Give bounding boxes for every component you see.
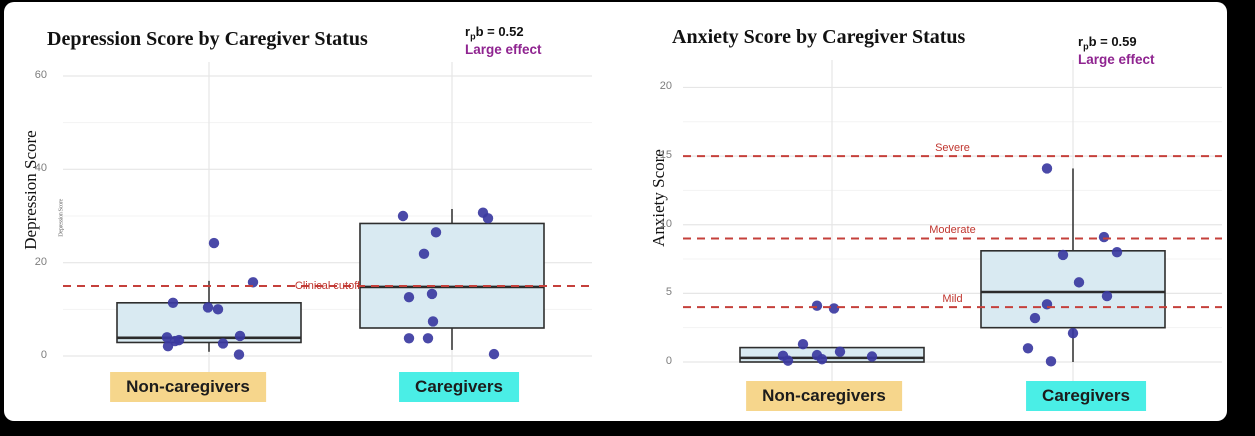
jitter-point-0-1-3 — [430, 227, 442, 238]
jitter-point-0-0-0 — [208, 237, 220, 249]
effect-stat-stat_sub: p — [1083, 41, 1089, 52]
jitter-point-0-0-6 — [161, 332, 173, 343]
box-1-1 — [980, 250, 1166, 329]
jitter-point-1-1-8 — [1067, 327, 1079, 339]
y-tick-label-1-10: 10 — [659, 217, 672, 230]
jitter-point-0-1-4 — [418, 248, 430, 259]
jitter-point-1-1-5 — [1101, 290, 1113, 302]
jitter-point-1-1-1 — [1098, 231, 1110, 243]
effect-magnitude-label-0: Large effect — [465, 41, 542, 57]
jitter-point-0-0-5 — [234, 330, 246, 342]
jitter-point-0-1-7 — [427, 316, 439, 327]
refline-label-1-1: Moderate — [929, 224, 976, 237]
y-tick-label-1-15: 15 — [659, 149, 672, 162]
jitter-point-0-0-10 — [162, 341, 174, 352]
jitter-point-1-0-3 — [834, 346, 846, 357]
effect-stat-stat_sub: p — [470, 31, 476, 42]
box-1-0 — [739, 346, 925, 363]
jitter-point-0-1-9 — [422, 333, 434, 344]
jitter-point-1-1-7 — [1029, 312, 1041, 324]
jitter-point-0-1-10 — [488, 348, 500, 360]
jitter-point-1-1-9 — [1022, 343, 1034, 354]
y-axis-title-0: Depression Score — [21, 130, 40, 250]
effect-stat-stat_base: r — [465, 24, 471, 39]
jitter-point-0-0-2 — [167, 297, 179, 308]
jitter-point-1-1-3 — [1057, 249, 1069, 261]
jitter-point-0-1-6 — [403, 292, 415, 303]
jitter-point-1-1-4 — [1073, 277, 1085, 288]
effect-annotation-1: rpb = 0.59 Large effect — [1078, 34, 1155, 67]
effect-stat-stat_rest: b = 0.59 — [1088, 34, 1137, 49]
box-0-0 — [116, 301, 302, 344]
jitter-point-1-0-2 — [797, 338, 809, 350]
jitter-point-0-1-5 — [426, 288, 438, 300]
figure-card — [4, 2, 1227, 421]
jitter-point-0-0-4 — [212, 304, 224, 315]
y-tick-label-0-40: 40 — [34, 162, 47, 175]
chart-title-1: Anxiety Score by Caregiver Status — [672, 26, 966, 48]
jitter-point-0-0-9 — [217, 338, 229, 349]
effect-size-stat-1: rpb = 0.59 — [1078, 34, 1155, 52]
category-label-1-1: Caregivers — [1026, 381, 1146, 411]
category-label-0-1: Caregivers — [399, 372, 519, 402]
effect-magnitude-label-1: Large effect — [1078, 51, 1155, 67]
effect-size-stat-0: rpb = 0.52 — [465, 24, 542, 42]
jitter-point-1-1-2 — [1111, 246, 1123, 258]
refline-label-1-0: Severe — [935, 142, 970, 155]
jitter-point-1-0-1 — [828, 303, 840, 314]
chart-title-0: Depression Score by Caregiver Status — [47, 28, 368, 50]
effect-stat-stat_base: r — [1078, 34, 1084, 49]
jitter-point-1-1-10 — [1045, 356, 1057, 367]
jitter-point-0-1-2 — [482, 213, 494, 224]
jitter-point-1-0-0 — [811, 300, 823, 311]
jitter-point-0-0-11 — [233, 349, 245, 360]
jitter-point-1-0-7 — [816, 354, 828, 365]
jitter-point-1-1-0 — [1041, 163, 1053, 174]
y-tick-label-1-20: 20 — [659, 80, 672, 93]
box-0-1 — [359, 222, 545, 329]
jitter-point-0-0-3 — [202, 302, 214, 313]
effect-annotation-0: rpb = 0.52 Large effect — [465, 24, 542, 57]
category-label-1-0: Non-caregivers — [746, 381, 902, 411]
y-tick-label-1-5: 5 — [665, 286, 672, 299]
y-axis-title-ghost-0: Depression Score — [57, 199, 65, 237]
y-tick-label-0-20: 20 — [34, 255, 47, 268]
jitter-point-1-0-6 — [866, 351, 878, 362]
category-label-0-0: Non-caregivers — [110, 372, 266, 402]
effect-stat-stat_rest: b = 0.52 — [475, 24, 524, 39]
jitter-point-0-1-1 — [397, 210, 409, 222]
y-axis-title-1: Anxiety Score — [649, 149, 668, 247]
y-tick-label-1-0: 0 — [665, 355, 672, 367]
jitter-point-0-0-1 — [247, 277, 259, 288]
jitter-point-1-0-8 — [782, 355, 794, 366]
refline-label-0-0: Clinical cutoff — [294, 280, 361, 292]
y-tick-label-0-60: 60 — [34, 69, 47, 81]
jitter-point-0-1-8 — [403, 333, 415, 344]
refline-label-1-2: Mild — [942, 293, 963, 306]
y-tick-label-0-0: 0 — [40, 349, 47, 361]
